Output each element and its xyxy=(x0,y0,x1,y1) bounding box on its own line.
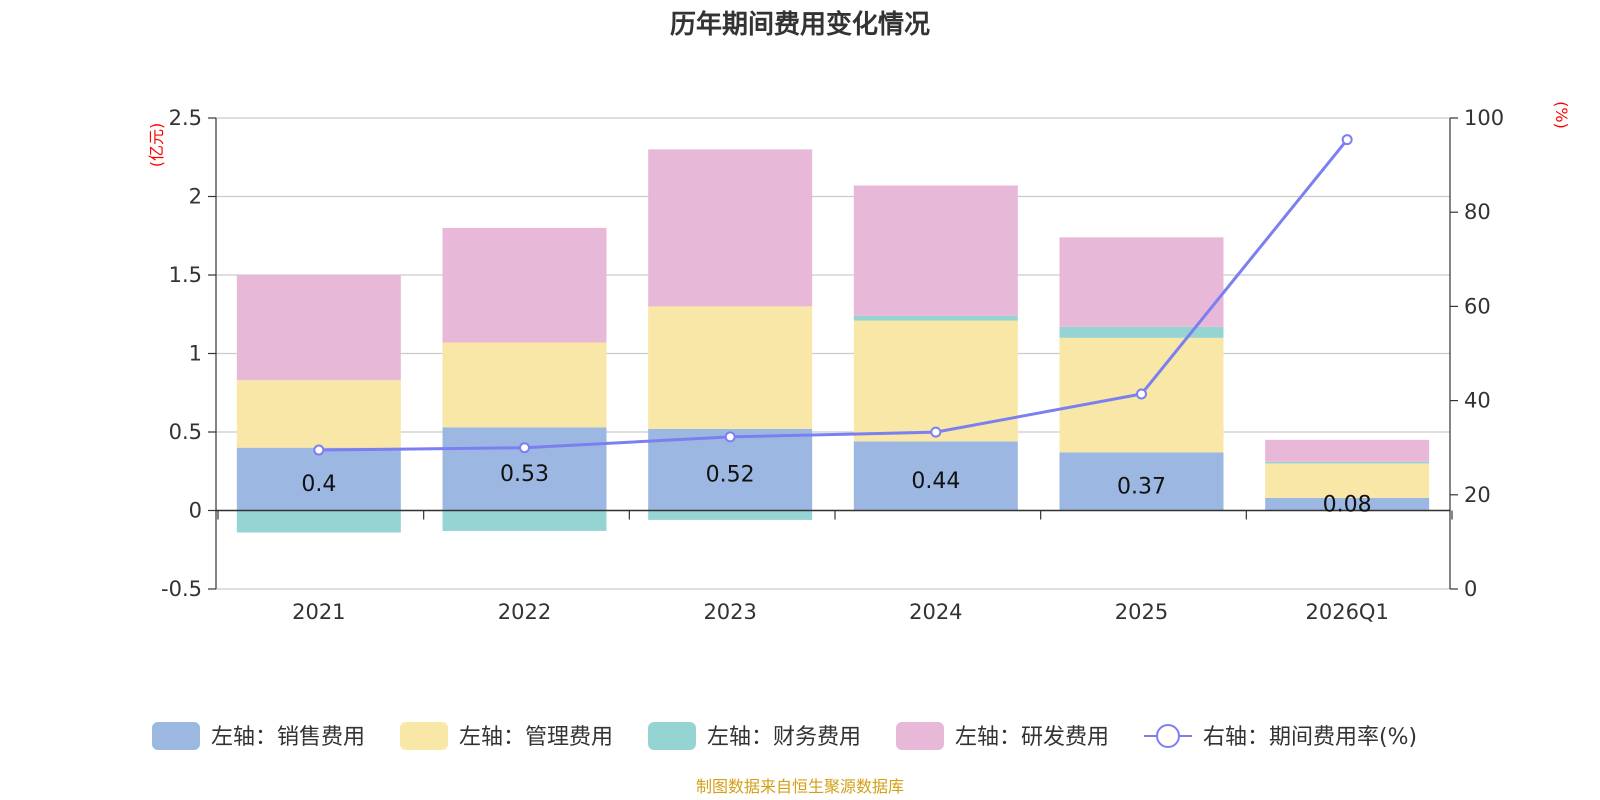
bar-1-2023 xyxy=(648,428,813,511)
right-tick-label: 0 xyxy=(1464,577,1477,601)
bar-1-2022 xyxy=(442,427,607,511)
legend-swatch xyxy=(648,722,696,750)
left-tick-label: 1 xyxy=(189,342,202,366)
data-label: 0.4 xyxy=(301,472,336,497)
left-tick-label: 0.5 xyxy=(169,420,202,444)
grid-lines xyxy=(216,117,1450,590)
bar-4-2022 xyxy=(442,227,607,343)
bar-4-2026Q1 xyxy=(1265,439,1430,462)
legend-swatch xyxy=(152,722,200,750)
bar-3-2021 xyxy=(236,510,401,533)
category-label: 2024 xyxy=(909,600,962,624)
right-tick-label: 100 xyxy=(1464,106,1504,130)
category-label: 2021 xyxy=(292,600,345,624)
bar-2-2024 xyxy=(853,320,1018,442)
bar-4-2021 xyxy=(236,275,401,381)
legend-label: 右轴：期间费用率(%) xyxy=(1203,725,1417,750)
bar-3-2025 xyxy=(1059,326,1224,338)
left-tick-label: 2 xyxy=(189,185,202,209)
left-tick-label: -0.5 xyxy=(161,577,202,601)
legend-line-marker xyxy=(1156,724,1180,748)
legend-label: 左轴：财务费用 xyxy=(707,725,861,750)
right-tick-label: 60 xyxy=(1464,294,1491,318)
data-label: 0.52 xyxy=(706,463,755,488)
legend-swatch xyxy=(896,722,944,750)
bar-4-2023 xyxy=(648,149,813,307)
bar-3-2023 xyxy=(648,510,813,520)
line-point xyxy=(1136,388,1147,400)
bar-4-2024 xyxy=(853,185,1018,316)
line-point xyxy=(1341,134,1353,146)
data-labels: 0.4 0.53 0.52 0.44 0.37 0.08 xyxy=(301,462,1371,518)
bar-2-2022 xyxy=(442,342,607,428)
data-label: 0.08 xyxy=(1323,493,1372,518)
bar-4-2025 xyxy=(1059,237,1224,327)
category-label: 2026Q1 xyxy=(1305,600,1388,624)
bar-1-2025 xyxy=(1059,452,1224,511)
bar-1-2021 xyxy=(236,447,401,511)
bar-3-2026Q1 xyxy=(1265,461,1430,464)
left-tick-label: 1.5 xyxy=(169,263,202,287)
chart-title: 历年期间费用变化情况 xyxy=(670,9,930,40)
bar-1-2026Q1 xyxy=(1265,497,1430,511)
bar-3-2022 xyxy=(442,510,607,531)
category-label: 2023 xyxy=(703,600,756,624)
line-point xyxy=(930,426,942,438)
data-label: 0.53 xyxy=(500,462,549,487)
legend: 左轴：销售费用 左轴：管理费用 左轴：财务费用 左轴：研发费用 右轴：期间费用率(%) xyxy=(152,722,1417,750)
line-point xyxy=(313,444,325,456)
category-label: 2025 xyxy=(1115,600,1168,624)
legend-label: 左轴：研发费用 xyxy=(955,725,1109,750)
left-tick-label: 2.5 xyxy=(169,106,202,130)
line-point xyxy=(519,442,530,454)
line-expense-ratio xyxy=(318,138,1349,452)
right-axis-unit: (%) xyxy=(1552,101,1571,129)
bar-2-2021 xyxy=(236,380,401,448)
left-tick-label: 0 xyxy=(189,499,202,523)
bar-series xyxy=(236,149,1430,533)
legend-swatch xyxy=(400,722,448,750)
line-point xyxy=(724,431,736,443)
legend-label: 左轴：销售费用 xyxy=(211,725,365,750)
data-label: 0.37 xyxy=(1117,474,1166,499)
bar-1-2024 xyxy=(853,441,1018,511)
line-series xyxy=(313,134,1353,456)
bar-3-2024 xyxy=(853,315,1018,321)
category-label: 2022 xyxy=(498,600,551,624)
right-tick-label: 20 xyxy=(1464,483,1491,507)
legend-label: 左轴：管理费用 xyxy=(459,725,613,750)
right-tick-label: 40 xyxy=(1464,389,1491,413)
bar-2-2026Q1 xyxy=(1265,463,1430,498)
right-tick-label: 80 xyxy=(1464,200,1491,224)
bar-2-2023 xyxy=(648,306,813,429)
data-label: 0.44 xyxy=(911,469,960,494)
axes: -0.5 0 0.5 1 1.5 2 2.5 0 20 40 60 80 100 2021 2022 2023… xyxy=(161,106,1504,624)
source-note: 制图数据来自恒生聚源数据库 xyxy=(696,777,904,796)
left-axis-unit: (亿元) xyxy=(147,123,166,168)
